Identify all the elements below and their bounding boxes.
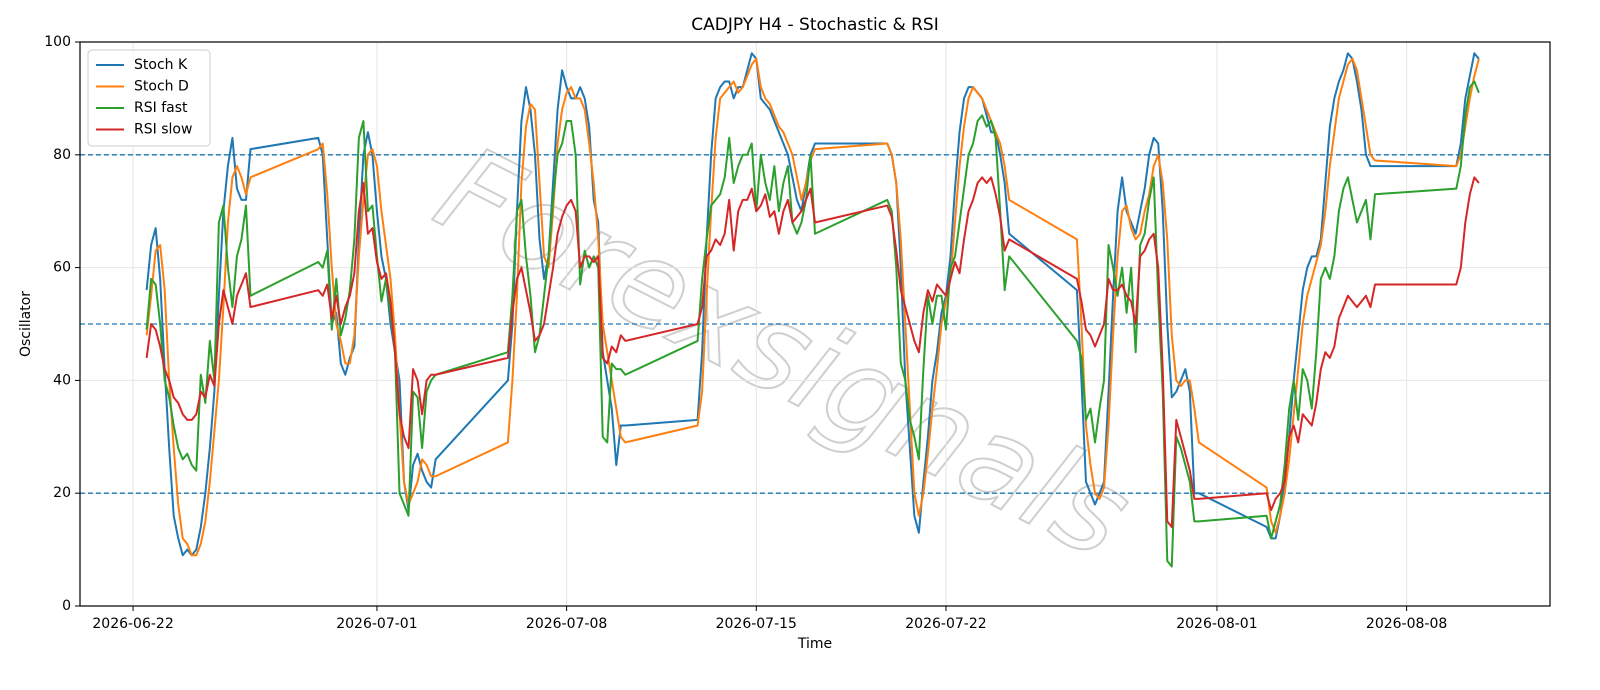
legend-label: Stoch K <box>134 57 188 73</box>
x-axis-label: Time <box>797 636 832 652</box>
y-tick-label: 100 <box>44 34 71 50</box>
x-tick-label: 2026-07-15 <box>716 616 797 632</box>
x-tick-label: 2026-07-22 <box>905 616 986 632</box>
legend-label: RSI slow <box>134 122 192 138</box>
x-tick-label: 2026-08-01 <box>1176 616 1257 632</box>
y-tick-label: 80 <box>53 147 71 163</box>
y-tick-label: 20 <box>53 485 71 501</box>
series-line <box>145 176 1480 529</box>
x-tick-label: 2026-07-01 <box>336 616 417 632</box>
series-line <box>145 52 1480 557</box>
series-line <box>145 57 1480 557</box>
y-tick-label: 0 <box>62 598 71 614</box>
legend: Stoch K Stoch D RSI fast RSI slow <box>87 49 211 147</box>
x-tick-label: 2026-06-22 <box>92 616 173 632</box>
y-tick-label: 40 <box>53 372 71 388</box>
y-axis-label: Oscillator <box>18 291 34 357</box>
x-tick-label: 2026-08-08 <box>1366 616 1447 632</box>
series-line <box>145 80 1480 568</box>
legend-label: RSI fast <box>134 100 188 116</box>
chart-title: CADJPY H4 - Stochastic & RSI <box>691 15 938 35</box>
y-tick-label: 60 <box>53 260 71 276</box>
plot-frame <box>79 41 1551 607</box>
x-tick-label: 2026-07-08 <box>526 616 607 632</box>
legend-frame <box>87 49 211 147</box>
legend-label: Stoch D <box>134 79 189 95</box>
